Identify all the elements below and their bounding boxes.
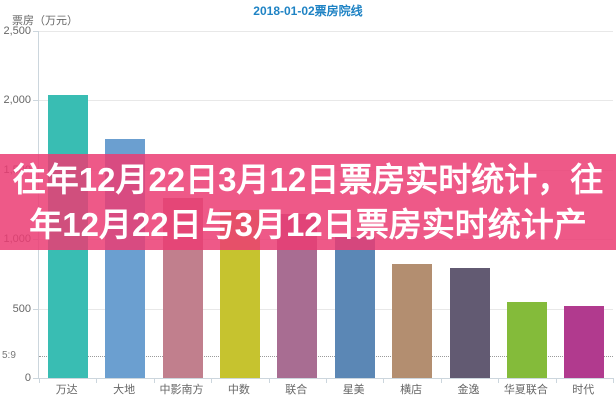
gridline [39, 308, 613, 310]
y-axis-tick-label: 500 [12, 302, 31, 315]
x-axis-tick [498, 378, 500, 383]
x-axis-label: 星美 [342, 384, 365, 396]
chart-title: 2018-01-02票房院线 [253, 4, 363, 18]
x-axis-tick [555, 378, 557, 383]
x-axis-tick [211, 378, 213, 383]
y-axis-tick [33, 31, 38, 32]
x-axis-tick [96, 378, 98, 383]
x-axis-label: 联合 [285, 384, 308, 396]
x-axis-tick [39, 378, 40, 383]
bar-华夏联合[interactable] [506, 302, 547, 378]
x-axis-label: 大地 [113, 384, 136, 396]
y-axis-name: 票房（万元） [12, 15, 78, 27]
bar-星美[interactable] [334, 237, 375, 378]
markline-label: 5:9 [2, 349, 16, 361]
x-axis-label: 万达 [55, 384, 78, 396]
y-axis-tick [33, 100, 38, 102]
x-axis-label: 横店 [400, 384, 423, 396]
bar-金逸[interactable] [449, 267, 490, 378]
x-axis-label: 华夏联合 [503, 384, 548, 396]
bar-时代[interactable] [564, 305, 605, 378]
y-axis-tick [33, 308, 38, 310]
overlay-headline-line2: 年12月22日与3月12日票房实时统计产 [29, 206, 587, 243]
y-axis-tick-label: 0 [24, 372, 31, 384]
y-axis-tick-label: 2,000 [3, 94, 31, 107]
x-axis-label: 金逸 [457, 384, 480, 396]
x-axis-label: 中数 [227, 384, 250, 396]
overlay-banner: 往年12月22日3月12日票房实时统计，往 年12月22日与3月12日票房实时统… [0, 154, 616, 250]
x-axis-tick [326, 378, 327, 383]
x-axis-tick [440, 378, 442, 383]
x-axis-tick [613, 378, 614, 383]
gridline [39, 100, 613, 102]
x-axis-tick [383, 378, 385, 383]
x-axis-tick [153, 378, 155, 383]
x-axis-label: 中影南方 [159, 384, 204, 396]
gridline [39, 31, 613, 32]
x-axis-label: 时代 [572, 384, 595, 396]
y-axis-tick-label: 2,500 [3, 25, 31, 37]
overlay-headline-line1: 往年12月22日3月12日票房实时统计，往 [12, 161, 604, 198]
dashed-markline [39, 355, 613, 357]
y-axis-tick [33, 378, 38, 379]
bar-横店[interactable] [392, 264, 433, 378]
x-axis-tick [268, 378, 270, 383]
